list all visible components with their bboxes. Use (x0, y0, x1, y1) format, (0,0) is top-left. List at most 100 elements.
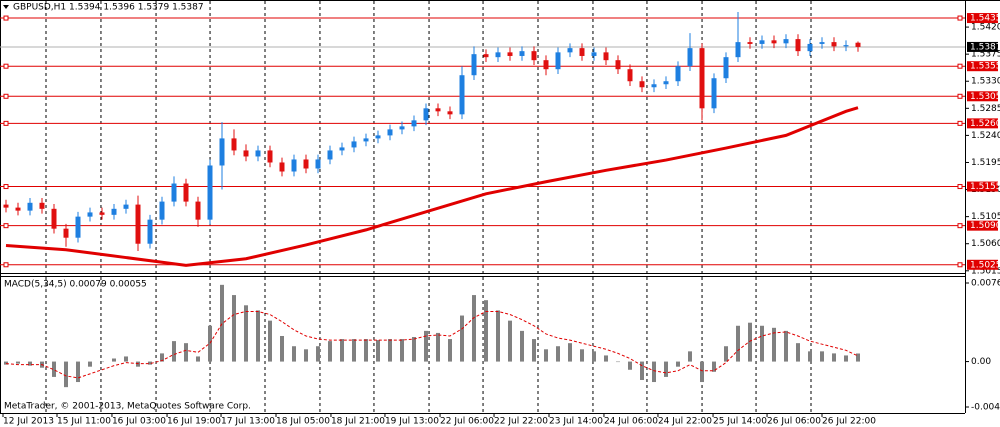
candle-body (651, 84, 657, 88)
macd-bar (808, 351, 812, 362)
candle-body (591, 52, 597, 56)
macd-bar (640, 361, 644, 380)
x-tick-label: 22 Jul 22:00 (494, 417, 548, 427)
x-tick-label: 16 Jul 19:00 (167, 417, 221, 427)
macd-bar (328, 341, 332, 362)
candle-body (783, 39, 789, 44)
candle-body (339, 147, 345, 151)
macd-bar (484, 300, 488, 362)
macd-bar (4, 361, 8, 365)
macd-bar (304, 349, 308, 362)
level-label-box (967, 259, 998, 270)
candle-body (579, 48, 585, 56)
macd-bar (316, 346, 320, 362)
macd-bar (52, 361, 56, 377)
macd-bar (472, 295, 476, 362)
level-handle (3, 120, 9, 126)
macd-bar (16, 361, 20, 364)
candle-body (639, 81, 645, 88)
macd-bar (76, 361, 80, 383)
level-handle (3, 63, 9, 69)
macd-bar (256, 310, 260, 362)
level-handle (957, 93, 963, 99)
menu-arrow[interactable] (3, 5, 9, 9)
candle-body (423, 108, 429, 121)
macd-bar (112, 358, 116, 362)
candle-body (411, 120, 417, 127)
candle-body (831, 42, 837, 47)
macd-bar (448, 339, 452, 362)
candle-body (75, 216, 81, 238)
candle-body (675, 66, 681, 82)
level-label-box (967, 61, 998, 72)
candle-body (375, 135, 381, 139)
macd-bar (676, 361, 680, 367)
x-tick-label: 15 Jul 11:00 (57, 417, 111, 427)
level-handle (3, 184, 9, 190)
candle-body (219, 138, 225, 166)
macd-bar (292, 346, 296, 362)
candle-body (171, 183, 177, 202)
level-handle (957, 184, 963, 190)
candle-body (567, 48, 573, 53)
candle-body (603, 52, 609, 61)
y-tick-label: 0.00768 (971, 279, 1000, 289)
candle-body (447, 111, 453, 115)
macd-bar (220, 284, 224, 362)
macd-bar (436, 332, 440, 362)
macd-bar (28, 361, 32, 366)
candle-body (159, 201, 165, 220)
macd-bar (172, 341, 176, 362)
candle-body (15, 207, 21, 211)
macd-bar (604, 355, 608, 362)
macd-bar (508, 320, 512, 362)
macd-bar (424, 330, 428, 362)
macd-bar (592, 351, 596, 362)
level-handle (3, 93, 9, 99)
y-tick-label: 1.5330 (971, 77, 1000, 87)
macd-bar (556, 346, 560, 362)
candle-body (267, 150, 273, 163)
macd-bar (400, 339, 404, 362)
level-label-box (967, 13, 998, 24)
candle-body (279, 162, 285, 172)
candle-body (531, 51, 537, 61)
y-tick-label: 1.5375 (971, 50, 1000, 60)
x-tick-label: 25 Jul 14:00 (713, 417, 767, 427)
candle-body (495, 52, 501, 58)
level-handle (3, 15, 9, 21)
candle-body (687, 48, 693, 67)
candle-body (63, 228, 69, 238)
macd-bar (688, 351, 692, 362)
candle-body (615, 60, 621, 70)
macd-bar (856, 353, 860, 362)
y-tick-label: 0.00 (971, 357, 991, 367)
x-tick-label: 26 Jul 22:00 (822, 417, 876, 427)
macd-bar (196, 356, 200, 362)
level-label-box (967, 181, 998, 192)
y-tick-label: 1.5240 (971, 131, 1000, 141)
candle-body (795, 39, 801, 52)
candle-body (3, 204, 9, 208)
candle-body (351, 141, 357, 148)
x-tick-label: 16 Jul 03:00 (112, 417, 166, 427)
macd-bar (280, 335, 284, 362)
candle-body (291, 159, 297, 172)
macd-bar (580, 349, 584, 362)
y-tick-label: 1.5195 (971, 158, 1000, 168)
macd-bar (832, 353, 836, 362)
level-handle (3, 223, 9, 229)
candle-body (771, 40, 777, 44)
macd-bar (460, 315, 464, 362)
price-label-box (967, 41, 998, 52)
level-label: 1.5025 (970, 260, 1000, 270)
level-handle (3, 262, 9, 268)
y-tick-label: 1.5105 (971, 212, 1000, 222)
level-label: 1.5090 (970, 221, 1000, 231)
macd-bar (184, 343, 188, 362)
y-tick-label: 1.5285 (971, 104, 1000, 114)
candle-body (195, 201, 201, 220)
x-tick-label: 23 Jul 14:00 (549, 417, 603, 427)
